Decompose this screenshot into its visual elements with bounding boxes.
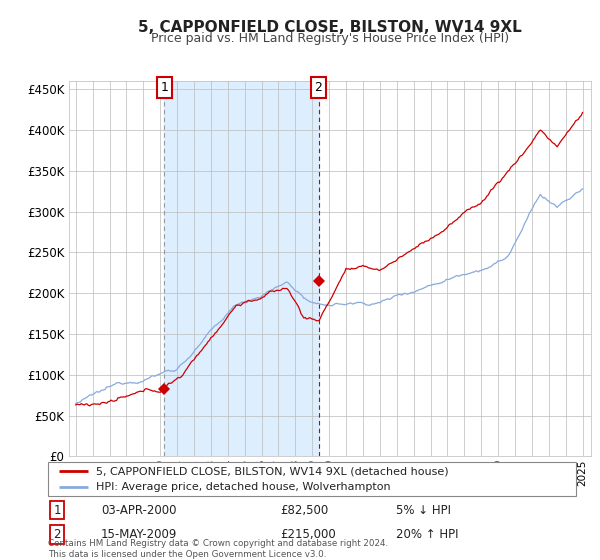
Text: 1: 1 <box>53 503 61 516</box>
Text: 2: 2 <box>53 528 61 541</box>
Text: 1: 1 <box>161 81 169 94</box>
Text: 20% ↑ HPI: 20% ↑ HPI <box>397 528 459 541</box>
Text: 2: 2 <box>314 81 322 94</box>
Text: Price paid vs. HM Land Registry's House Price Index (HPI): Price paid vs. HM Land Registry's House … <box>151 32 509 45</box>
FancyBboxPatch shape <box>48 462 576 496</box>
Text: 5, CAPPONFIELD CLOSE, BILSTON, WV14 9XL: 5, CAPPONFIELD CLOSE, BILSTON, WV14 9XL <box>138 20 522 35</box>
Text: 15-MAY-2009: 15-MAY-2009 <box>101 528 177 541</box>
Text: 5% ↓ HPI: 5% ↓ HPI <box>397 503 451 516</box>
Text: £215,000: £215,000 <box>280 528 336 541</box>
Text: HPI: Average price, detached house, Wolverhampton: HPI: Average price, detached house, Wolv… <box>95 482 390 492</box>
Text: 5, CAPPONFIELD CLOSE, BILSTON, WV14 9XL (detached house): 5, CAPPONFIELD CLOSE, BILSTON, WV14 9XL … <box>95 466 448 476</box>
Bar <box>164 81 319 456</box>
Text: £82,500: £82,500 <box>280 503 329 516</box>
Text: Contains HM Land Registry data © Crown copyright and database right 2024.
This d: Contains HM Land Registry data © Crown c… <box>48 539 388 559</box>
Text: 03-APR-2000: 03-APR-2000 <box>101 503 176 516</box>
